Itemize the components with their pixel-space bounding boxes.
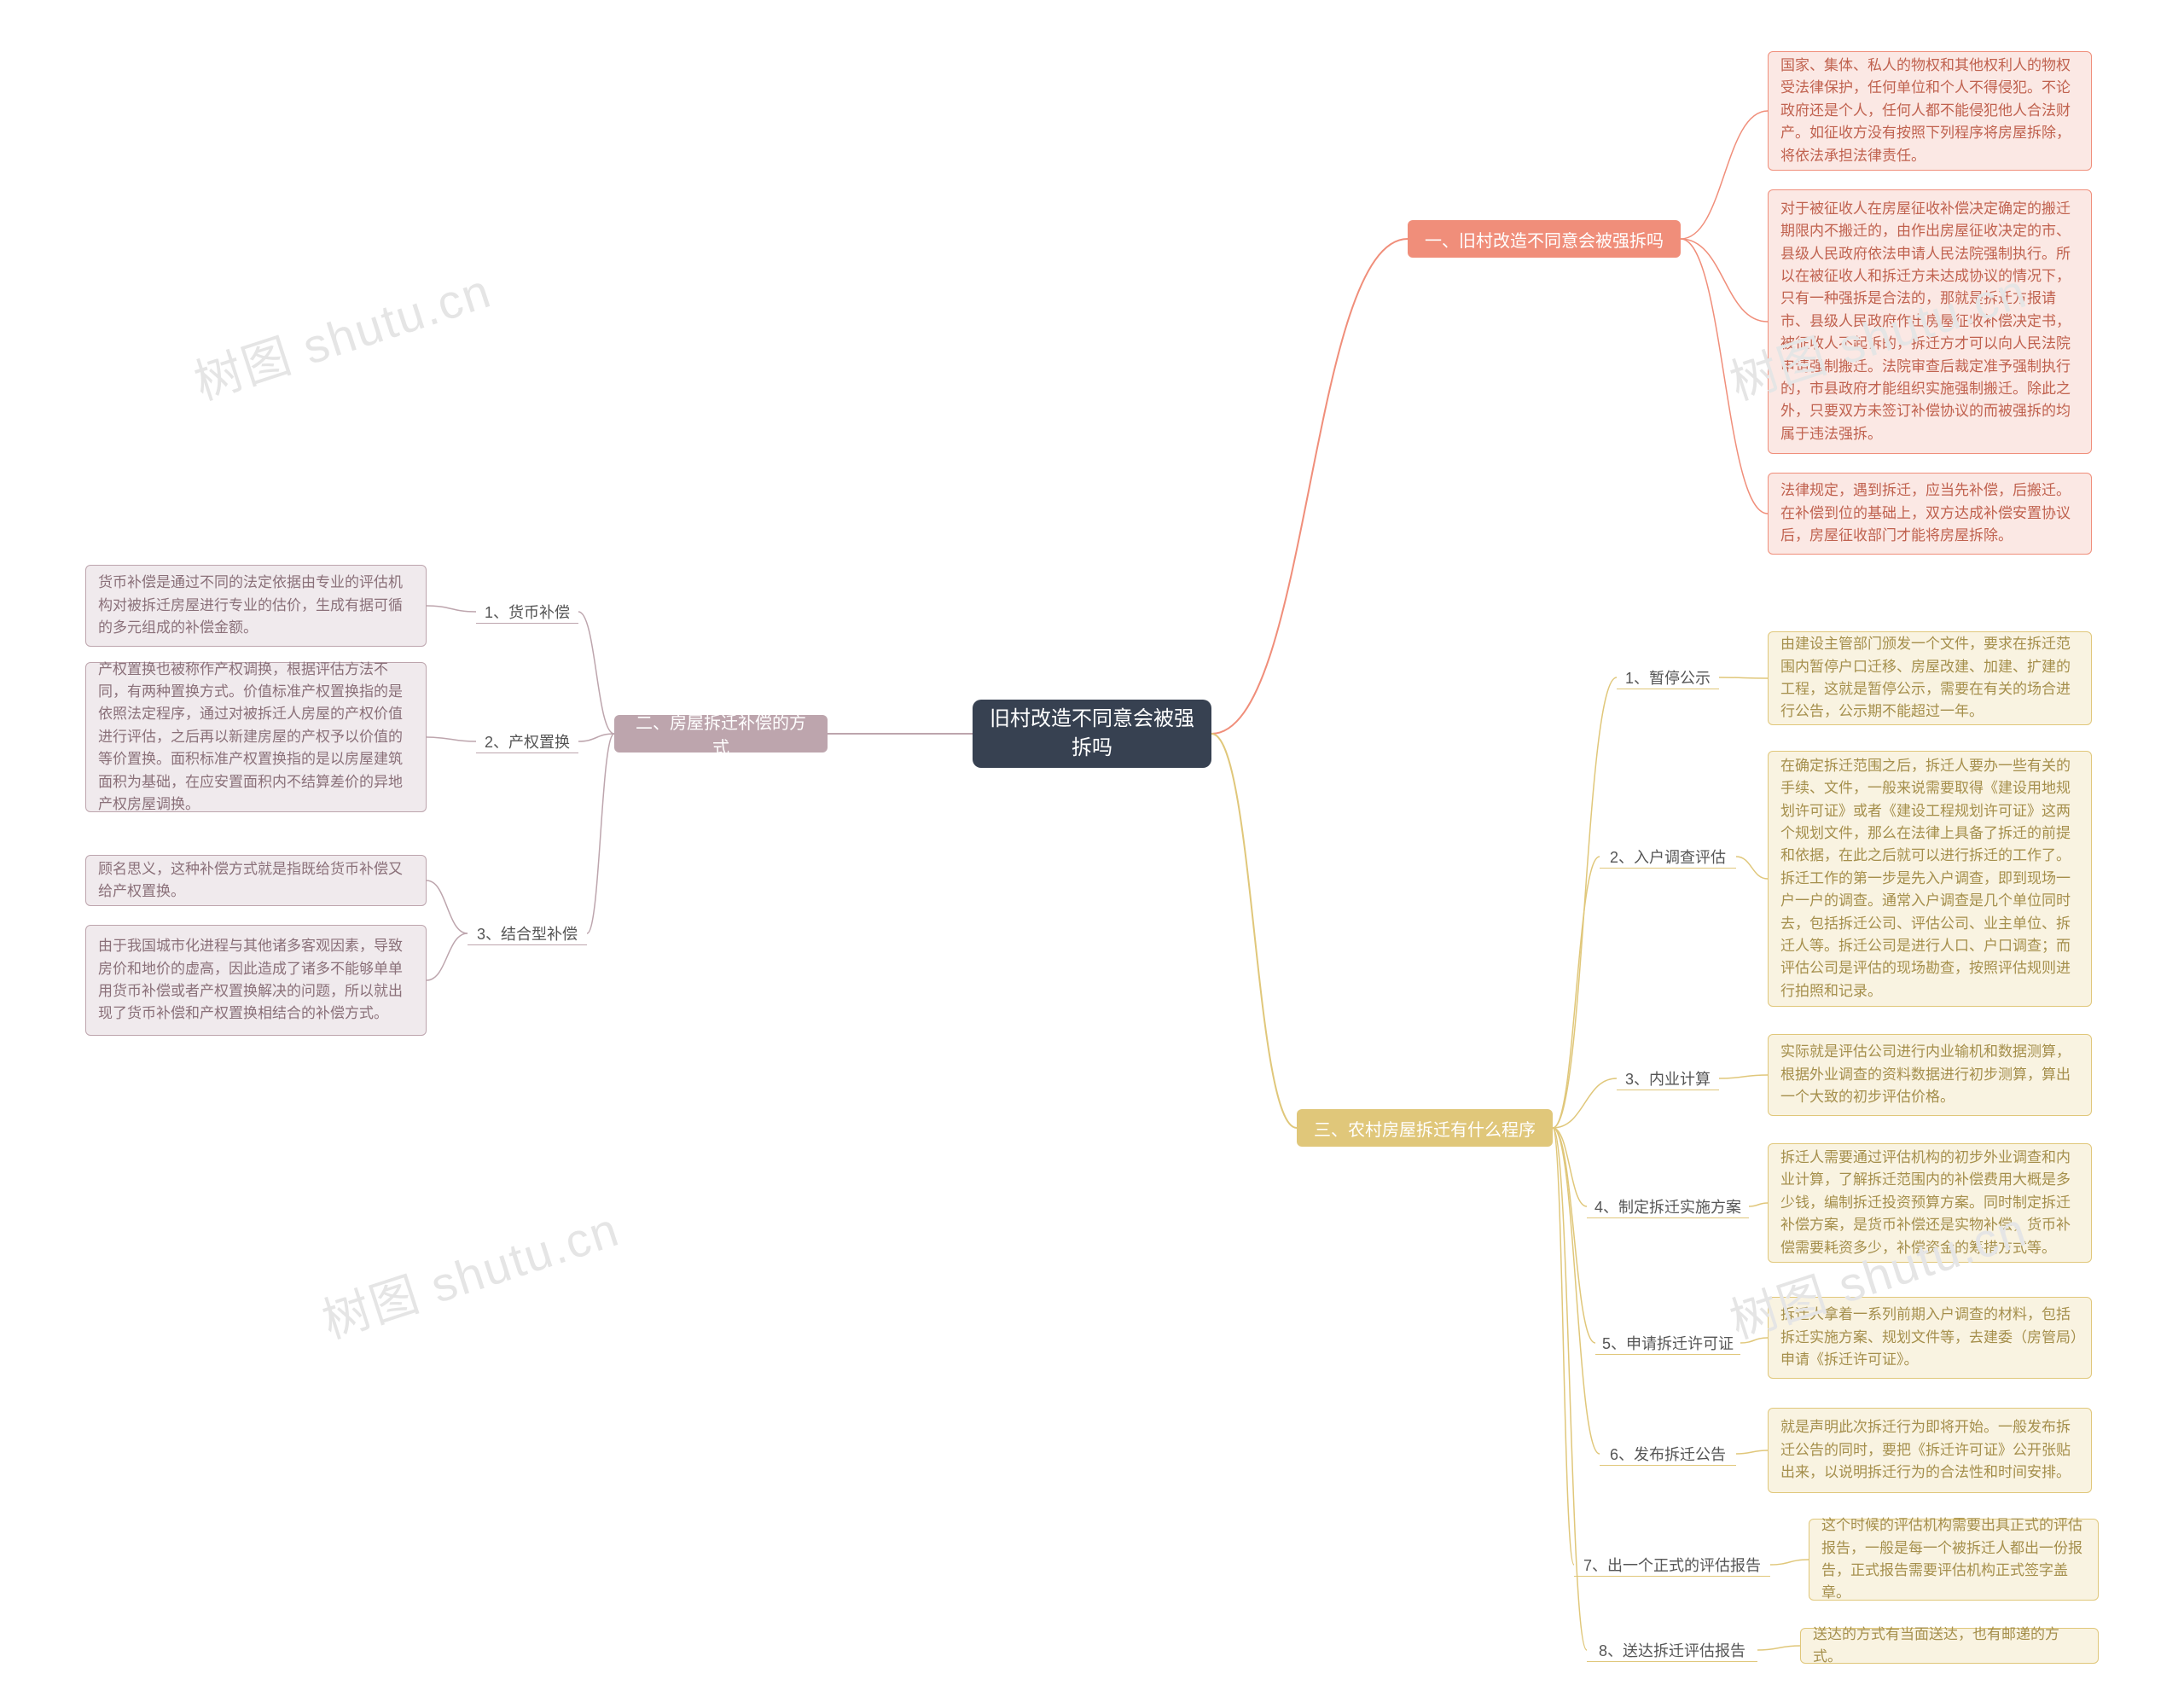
branch2-sub-0: 1、货币补偿 [476, 600, 578, 624]
branch-2-label: 二、房屋拆迁补偿的方式 [628, 709, 814, 758]
branch3-sub2-leaf: 实际就是评估公司进行内业输机和数据测算，根据外业调查的资料数据进行初步测算，算出… [1768, 1034, 2092, 1116]
branch3-sub4-leaf: 拆迁人拿着一系列前期入户调查的材料，包括拆迁实施方案、规划文件等，去建委（房管局… [1768, 1297, 2092, 1379]
branch3-sub3-leaf: 拆迁人需要通过评估机构的初步外业调查和内业计算，了解拆迁范围内的补偿费用大概是多… [1768, 1143, 2092, 1263]
branch1-leaf-1: 对于被征收人在房屋征收补偿决定确定的搬迁期限内不搬迁的，由作出房屋征收决定的市、… [1768, 189, 2092, 454]
branch-3-label: 三、农村房屋拆迁有什么程序 [1314, 1116, 1536, 1141]
branch3-sub7-leaf: 送达的方式有当面送达，也有邮递的方式。 [1800, 1628, 2099, 1664]
branch3-sub-0: 1、暂停公示 [1617, 665, 1719, 689]
branch-3: 三、农村房屋拆迁有什么程序 [1297, 1109, 1553, 1147]
branch3-sub-6: 7、出一个正式的评估报告 [1574, 1553, 1770, 1577]
branch3-sub-4: 5、申请拆迁许可证 [1595, 1331, 1740, 1355]
branch-1: 一、旧村改造不同意会被强拆吗 [1408, 220, 1681, 258]
branch-1-label: 一、旧村改造不同意会被强拆吗 [1425, 227, 1664, 252]
branch2-sub-1: 2、产权置换 [476, 729, 578, 753]
branch1-leaf-0: 国家、集体、私人的物权和其他权利人的物权受法律保护，任何单位和个人不得侵犯。不论… [1768, 51, 2092, 171]
root-label: 旧村改造不同意会被强拆吗 [990, 705, 1194, 762]
branch3-sub0-leaf: 由建设主管部门颁发一个文件，要求在拆迁范围内暂停户口迁移、房屋改建、加建、扩建的… [1768, 631, 2092, 725]
watermark-0: 树图 shutu.cn [184, 253, 499, 414]
watermark-2: 树图 shutu.cn [312, 1191, 627, 1352]
branch2-sub1-leaf-0: 产权置换也被称作产权调换，根据评估方法不同，有两种置换方式。价值标准产权置换指的… [85, 662, 427, 812]
branch1-leaf-2: 法律规定，遇到拆迁，应当先补偿，后搬迁。在补偿到位的基础上，双方达成补偿安置协议… [1768, 473, 2092, 555]
branch3-sub-7: 8、送达拆迁评估报告 [1587, 1638, 1757, 1662]
branch3-sub-3: 4、制定拆迁实施方案 [1587, 1194, 1749, 1218]
branch3-sub-2: 3、内业计算 [1617, 1066, 1719, 1090]
root-node: 旧村改造不同意会被强拆吗 [973, 700, 1211, 768]
branch3-sub5-leaf: 就是声明此次拆迁行为即将开始。一般发布拆迁公告的同时，要把《拆迁许可证》公开张贴… [1768, 1408, 2092, 1493]
branch3-sub6-leaf: 这个时候的评估机构需要出具正式的评估报告，一般是每一个被拆迁人都出一份报告，正式… [1809, 1519, 2099, 1601]
branch3-sub-5: 6、发布拆迁公告 [1600, 1442, 1736, 1466]
branch-2: 二、房屋拆迁补偿的方式 [614, 715, 828, 753]
branch2-sub0-leaf-0: 货币补偿是通过不同的法定依据由专业的评估机构对被拆迁房屋进行专业的估价，生成有据… [85, 565, 427, 647]
branch2-sub2-leaf-0: 顾名思义，这种补偿方式就是指既给货币补偿又给产权置换。 [85, 855, 427, 906]
branch2-sub2-leaf-1: 由于我国城市化进程与其他诸多客观因素，导致房价和地价的虚高，因此造成了诸多不能够… [85, 925, 427, 1036]
branch2-sub-2: 3、结合型补偿 [468, 921, 587, 945]
branch3-sub-1: 2、入户调查评估 [1600, 845, 1736, 869]
branch3-sub1-leaf: 在确定拆迁范围之后，拆迁人要办一些有关的手续、文件，一般来说需要取得《建设用地规… [1768, 751, 2092, 1007]
